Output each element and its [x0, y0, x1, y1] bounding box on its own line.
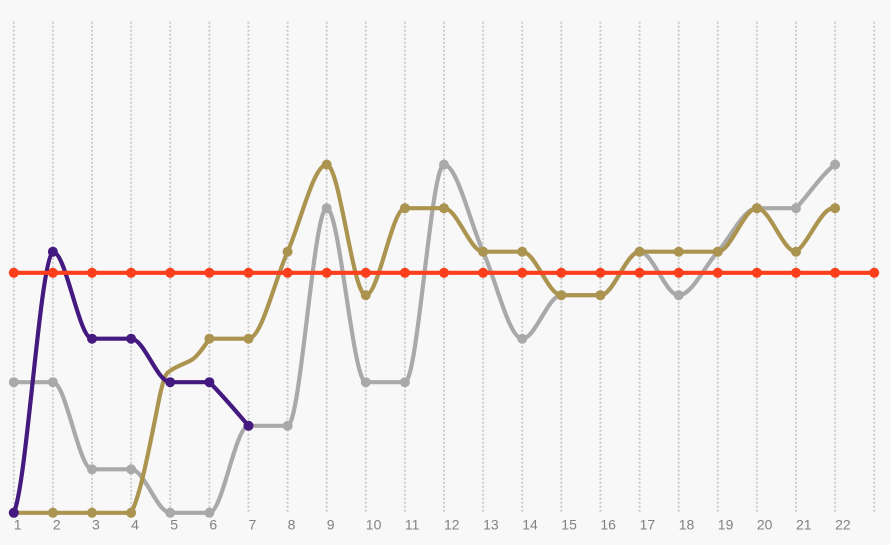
svg-text:7: 7 — [249, 517, 257, 533]
svg-text:8: 8 — [288, 517, 296, 533]
svg-text:6: 6 — [209, 517, 217, 533]
svg-text:19: 19 — [718, 517, 734, 533]
svg-text:5: 5 — [170, 517, 178, 533]
svg-text:16: 16 — [600, 517, 616, 533]
svg-text:14: 14 — [522, 517, 538, 533]
svg-text:9: 9 — [327, 517, 335, 533]
svg-text:18: 18 — [679, 517, 695, 533]
svg-text:3: 3 — [92, 517, 100, 533]
svg-text:17: 17 — [640, 517, 656, 533]
svg-text:4: 4 — [131, 517, 139, 533]
svg-text:15: 15 — [561, 517, 577, 533]
svg-text:10: 10 — [366, 517, 382, 533]
svg-text:13: 13 — [483, 517, 499, 533]
svg-text:1: 1 — [14, 517, 22, 533]
svg-text:21: 21 — [796, 517, 812, 533]
svg-text:12: 12 — [444, 517, 460, 533]
svg-text:2: 2 — [53, 517, 61, 533]
svg-text:11: 11 — [405, 517, 420, 533]
svg-text:20: 20 — [757, 517, 773, 533]
svg-text:22: 22 — [835, 517, 851, 533]
